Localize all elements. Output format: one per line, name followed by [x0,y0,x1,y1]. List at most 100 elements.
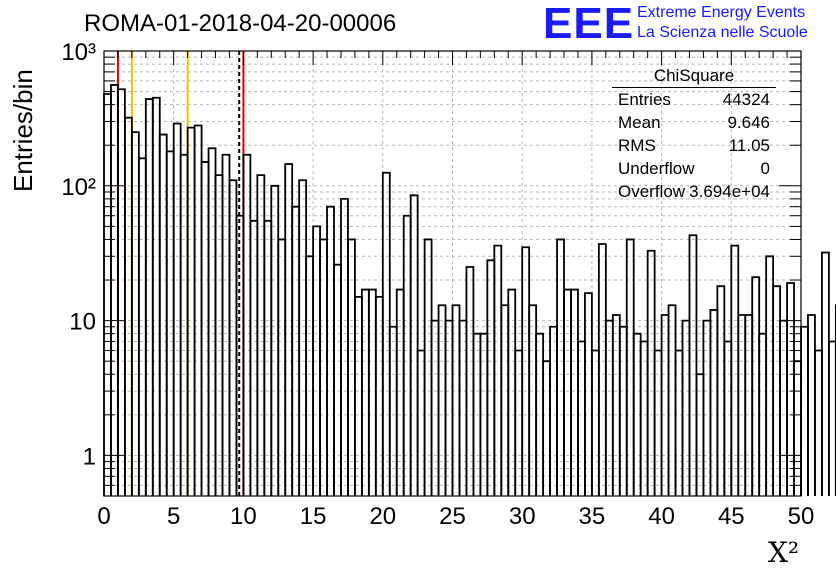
histogram-bin [284,163,294,496]
stats-value: 44324 [722,90,770,109]
histogram-bin [521,246,531,496]
stats-key: Underflow [618,159,695,178]
histogram-bin [765,255,775,496]
stats-key: Entries [618,90,671,109]
histogram-bin [751,276,761,496]
x-tick-label: 30 [509,503,536,530]
histogram-bin [144,98,154,496]
histogram-bin [514,349,524,496]
histogram-bin [730,244,740,496]
x-tick-label: 25 [439,503,466,530]
stats-value: 0 [760,159,770,178]
histogram-bin [786,282,795,496]
x-tick-label: 10 [230,503,257,530]
histogram-bin [430,319,440,496]
stats-name: ChiSquare [612,66,776,88]
histogram-bin [326,205,335,496]
eee-logo: EEE [543,0,635,48]
histogram-bin [319,238,328,496]
histogram-bin [214,174,224,496]
histogram-bin [814,349,823,496]
y-tick-label: 10 [69,309,96,336]
histogram-bin [103,93,112,496]
logo-line-2: La Scienza nelle Scuole [637,24,808,41]
histogram-bin [695,373,705,496]
histogram-bin [646,249,656,496]
stats-row-mean: Mean 9.646 [612,111,776,134]
histogram-bin [228,179,238,496]
x-tick-label: 15 [300,503,327,530]
histogram-bin [688,234,698,496]
histogram-bin [277,238,287,496]
histogram-bin [186,126,196,496]
histogram-bin [347,238,356,496]
histogram-bin [130,131,140,496]
histogram-bin [193,124,203,496]
histogram-bin [604,319,614,496]
histogram-bin [388,325,398,496]
histogram-bin [110,84,119,496]
histogram-bin [207,147,217,496]
histogram-bin [807,314,816,496]
histogram-bin [340,197,349,496]
stats-key: RMS [618,136,656,155]
x-axis-label: X² [768,536,800,569]
x-tick-label: 50 [788,503,815,530]
stats-value: 9.646 [727,113,770,132]
histogram-bin [423,238,433,496]
histogram-bin [117,88,126,496]
x-tick-label: 5 [167,503,180,530]
histogram-bin [165,150,175,496]
histogram-bin [674,349,684,496]
histogram-bin [151,96,161,496]
stats-value: 11.05 [728,136,770,155]
histogram-bin [821,251,830,496]
histogram-bin [653,349,663,496]
histogram-bin [723,340,733,496]
histogram-bin [681,319,691,496]
histogram-bin [793,360,802,496]
histogram-bin [381,171,391,496]
histogram-bin [249,219,259,496]
histogram-bin [556,238,565,496]
histogram-bin [597,243,607,496]
histogram-bin [549,325,558,496]
y-tick-label: 1 [83,443,96,470]
x-tick-label: 45 [718,503,745,530]
histogram-bin [639,340,649,496]
histogram-bin [542,360,551,496]
histogram-bin [444,319,454,496]
histogram-bin [291,205,301,496]
stats-row-overflow: Overflow 3.694e+04 [612,180,776,203]
stats-value: 3.694e+04 [689,182,770,201]
histogram-bin [486,259,496,496]
stats-row-underflow: Underflow 0 [612,157,776,180]
stats-key: Overflow [618,182,686,201]
histogram-bin [200,161,210,496]
logo-line-1: Extreme Energy Events [637,4,806,21]
histogram-bin [402,214,412,496]
histogram-bin [779,319,788,496]
histogram-bin [172,122,182,496]
stats-row-entries: Entries 44324 [612,88,776,111]
histogram-bin [800,325,809,496]
y-tick-label: 10² [61,174,96,201]
histogram-bin [124,116,133,496]
histogram-bin [305,255,314,496]
histogram-bin [270,184,280,496]
stats-box: ChiSquare Entries 44324 Mean 9.646 RMS 11.0… [612,66,776,203]
histogram-bin [409,194,419,496]
histogram-bin [493,244,503,496]
x-tick-label: 20 [369,503,396,530]
x-tick-label: 0 [97,503,110,530]
histogram-bin [256,174,266,496]
y-axis-label: Entries/bin [8,69,38,192]
histogram-bin [158,133,168,496]
chart-title: ROMA-01-2018-04-20-00006 [84,10,397,37]
histogram-bin [625,238,635,496]
histogram-bin [577,340,586,496]
histogram-bin [702,319,712,496]
y-tick-label: 10³ [61,39,96,66]
histogram-bin [618,325,628,496]
